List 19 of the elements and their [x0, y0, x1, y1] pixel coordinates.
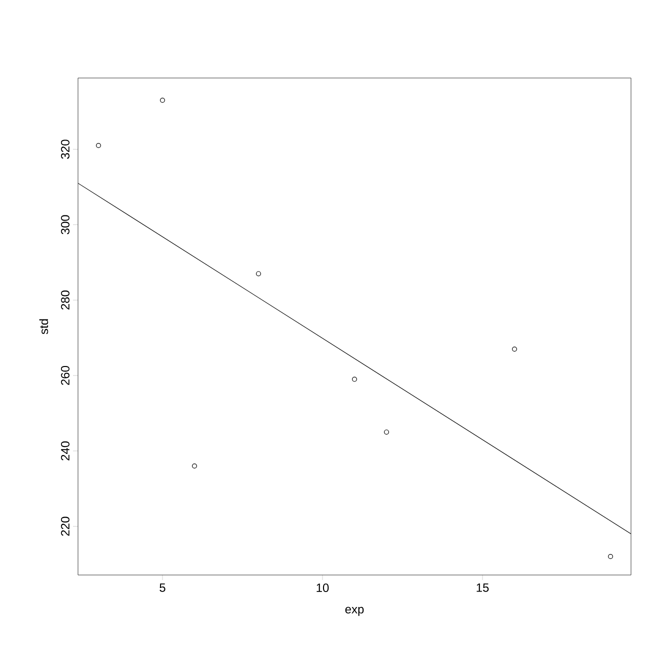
- point: [512, 346, 518, 352]
- point: [256, 271, 261, 276]
- point: [384, 430, 390, 435]
- y-tick-label: 280: [60, 290, 70, 310]
- x-tick-label: 5: [160, 584, 166, 592]
- y-tick-label: 320: [60, 140, 70, 159]
- x-tick-label: 15: [476, 584, 489, 592]
- point: [96, 142, 101, 148]
- x-tick-label: 10: [316, 584, 329, 592]
- y-tick-label: 240: [60, 441, 70, 460]
- point: [192, 464, 197, 469]
- point: [352, 376, 358, 382]
- y-tick-label: 260: [60, 366, 70, 385]
- y-axis-title: std: [39, 319, 48, 334]
- y-tick-label: 300: [60, 215, 70, 234]
- y-tick-label: 220: [60, 516, 70, 536]
- x-axis-title: exp: [345, 606, 364, 616]
- point: [160, 98, 165, 103]
- point: [608, 554, 614, 560]
